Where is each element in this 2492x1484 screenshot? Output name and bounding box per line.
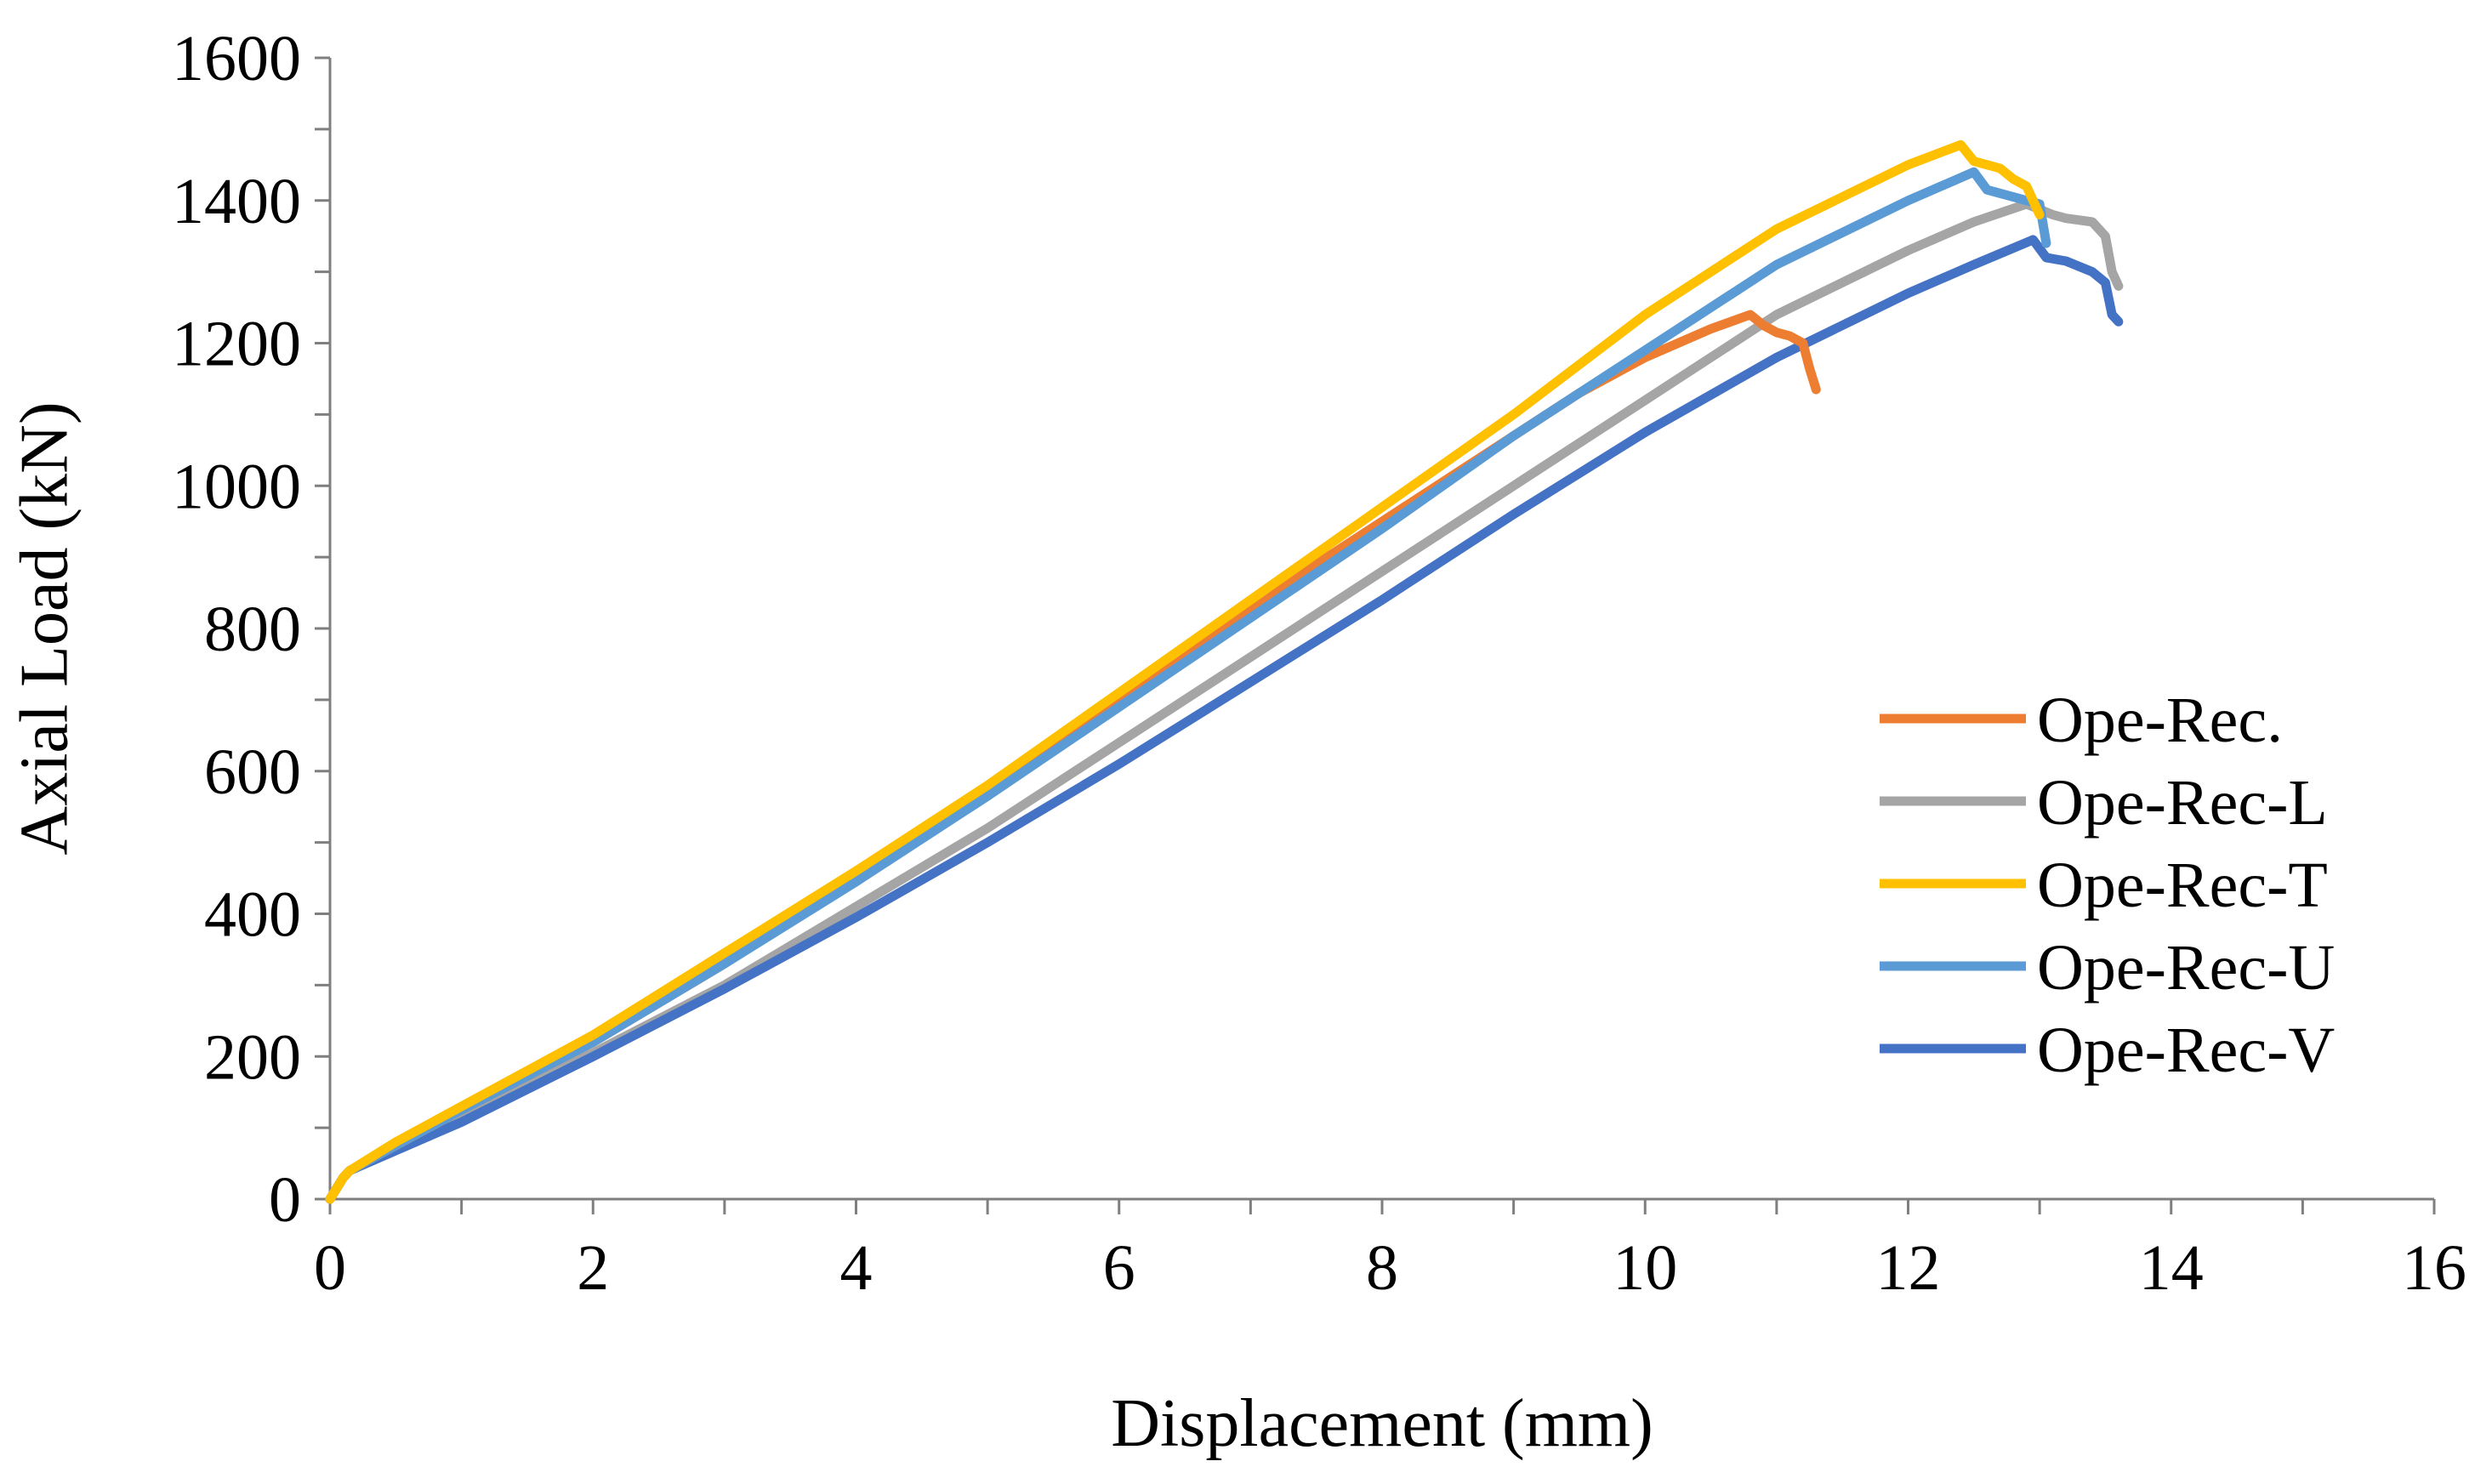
y-tick-label: 1400 [172,166,301,237]
x-tick-label: 0 [314,1232,346,1304]
x-tick-label: 16 [2402,1232,2466,1304]
series-lines [325,139,2124,1204]
y-tick-label: 1000 [172,451,301,522]
series-line-ope-rec-t [325,139,2045,1204]
legend-label-ope-rec-u: Ope-Rec-U [2037,932,2335,1004]
y-tick-label: 1600 [172,23,301,94]
x-tick-label: 14 [2139,1232,2204,1304]
y-axis-title: Axial Load (kN) [7,401,82,855]
y-tick-label: 0 [269,1164,301,1236]
series-line-ope-rec-u [325,167,2051,1204]
tick-labels: 0 200 400 600 800 1000 1200 1400 1600 0 2 4 6 8 10 12 14… [172,23,2466,1304]
y-tick-label: 800 [204,594,301,665]
x-axis-title: Displacement (mm) [1111,1386,1653,1461]
legend-label-ope-rec-t: Ope-Rec-T [2037,850,2328,921]
legend-label-ope-rec-v: Ope-Rec-V [2037,1015,2335,1086]
y-tick-label: 400 [204,879,301,951]
axis-titles: Displacement (mm) Axial Load (kN) [7,401,1653,1461]
x-tick-label: 8 [1366,1232,1398,1304]
legend-label-ope-rec: Ope-Rec. [2037,685,2283,756]
legend: Ope-Rec. Ope-Rec-L Ope-Rec-T Ope-Rec-U Ope-R… [1880,685,2335,1086]
x-tick-label: 4 [840,1232,873,1304]
x-tick-label: 2 [577,1232,609,1304]
y-tick-label: 600 [204,736,301,808]
x-tick-label: 12 [1876,1232,1941,1304]
y-tick-label: 200 [204,1021,301,1093]
legend-label-ope-rec-l: Ope-Rec-L [2037,767,2328,839]
series-line-ope-rec-v [325,235,2124,1204]
tick-marks [315,56,2436,1214]
x-tick-label: 6 [1103,1232,1135,1304]
y-tick-label: 1200 [172,309,301,380]
x-tick-label: 10 [1613,1232,1677,1304]
